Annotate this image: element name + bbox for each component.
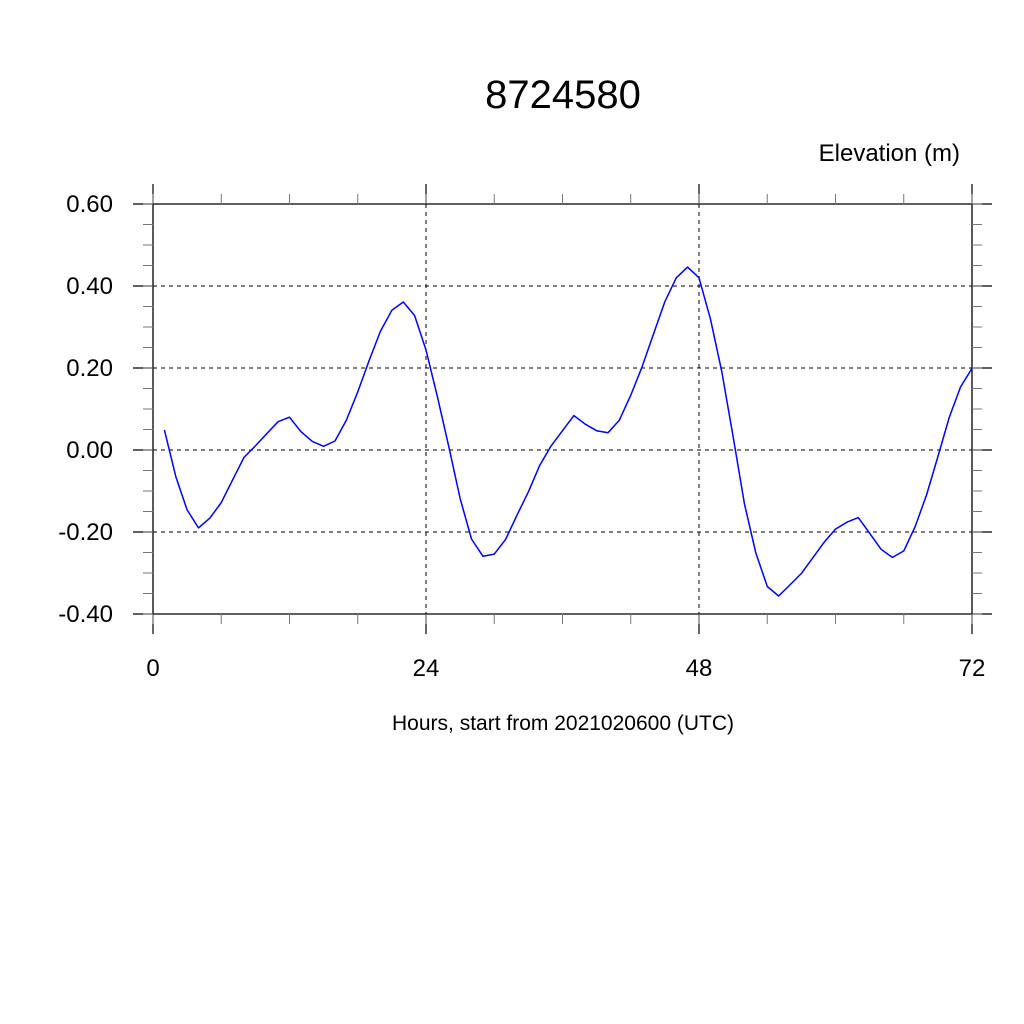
y-tick-label: 0.00: [66, 437, 113, 464]
gridlines: [153, 204, 972, 614]
axes: [133, 184, 992, 634]
y-tick-label: 0.40: [66, 273, 113, 300]
x-tick-label: 0: [146, 655, 159, 682]
x-tick-label: 24: [413, 655, 440, 682]
y-tick-label: -0.20: [58, 519, 113, 546]
chart-title: 8724580: [485, 73, 641, 117]
y-axis-label: Elevation (m): [819, 140, 960, 167]
tick-labels: 0.60 0.40 0.20 0.00 -0.20 -0.40 0 24 48 72: [58, 191, 985, 682]
y-tick-label: 0.20: [66, 355, 113, 382]
x-tick-label: 72: [959, 655, 986, 682]
y-tick-label: 0.60: [66, 191, 113, 218]
x-axis-label: Hours, start from 2021020600 (UTC): [392, 712, 734, 735]
series-line: [163, 266, 973, 597]
y-tick-label: -0.40: [58, 601, 113, 628]
x-tick-label: 48: [686, 655, 713, 682]
